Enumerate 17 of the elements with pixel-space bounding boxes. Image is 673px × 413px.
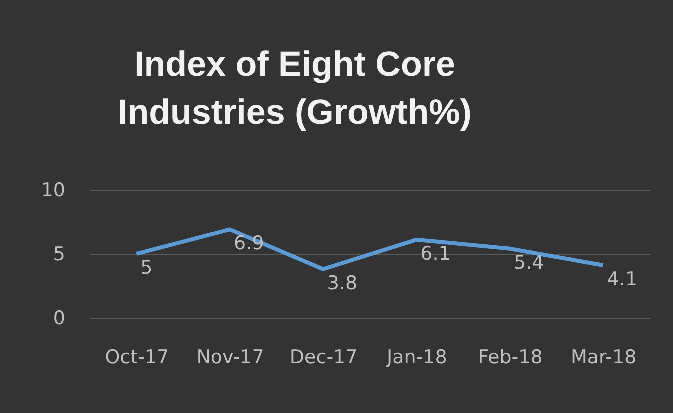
x-tick-label: Jan-18 xyxy=(386,346,448,368)
data-label: 6.9 xyxy=(234,232,264,255)
data-label: 5.4 xyxy=(514,252,544,274)
x-tick-label: Mar-18 xyxy=(570,346,637,368)
data-label: 3.8 xyxy=(327,272,358,294)
data-label: 6.1 xyxy=(420,242,451,265)
text: Index of Eight Core xyxy=(134,45,456,84)
y-tick-label: 5 xyxy=(53,244,66,266)
x-tick-label: Oct-17 xyxy=(105,346,170,368)
y-tick-label: 0 xyxy=(53,308,66,330)
text: Industries (Growth%) xyxy=(118,93,472,132)
y-tick-label: 10 xyxy=(41,180,66,202)
x-tick-label: Nov-17 xyxy=(196,346,264,368)
x-tick-label: Feb-18 xyxy=(478,346,543,368)
data-label: 5 xyxy=(140,257,153,279)
x-tick-label: Dec-17 xyxy=(290,346,358,368)
data-label: 4.1 xyxy=(607,268,638,291)
